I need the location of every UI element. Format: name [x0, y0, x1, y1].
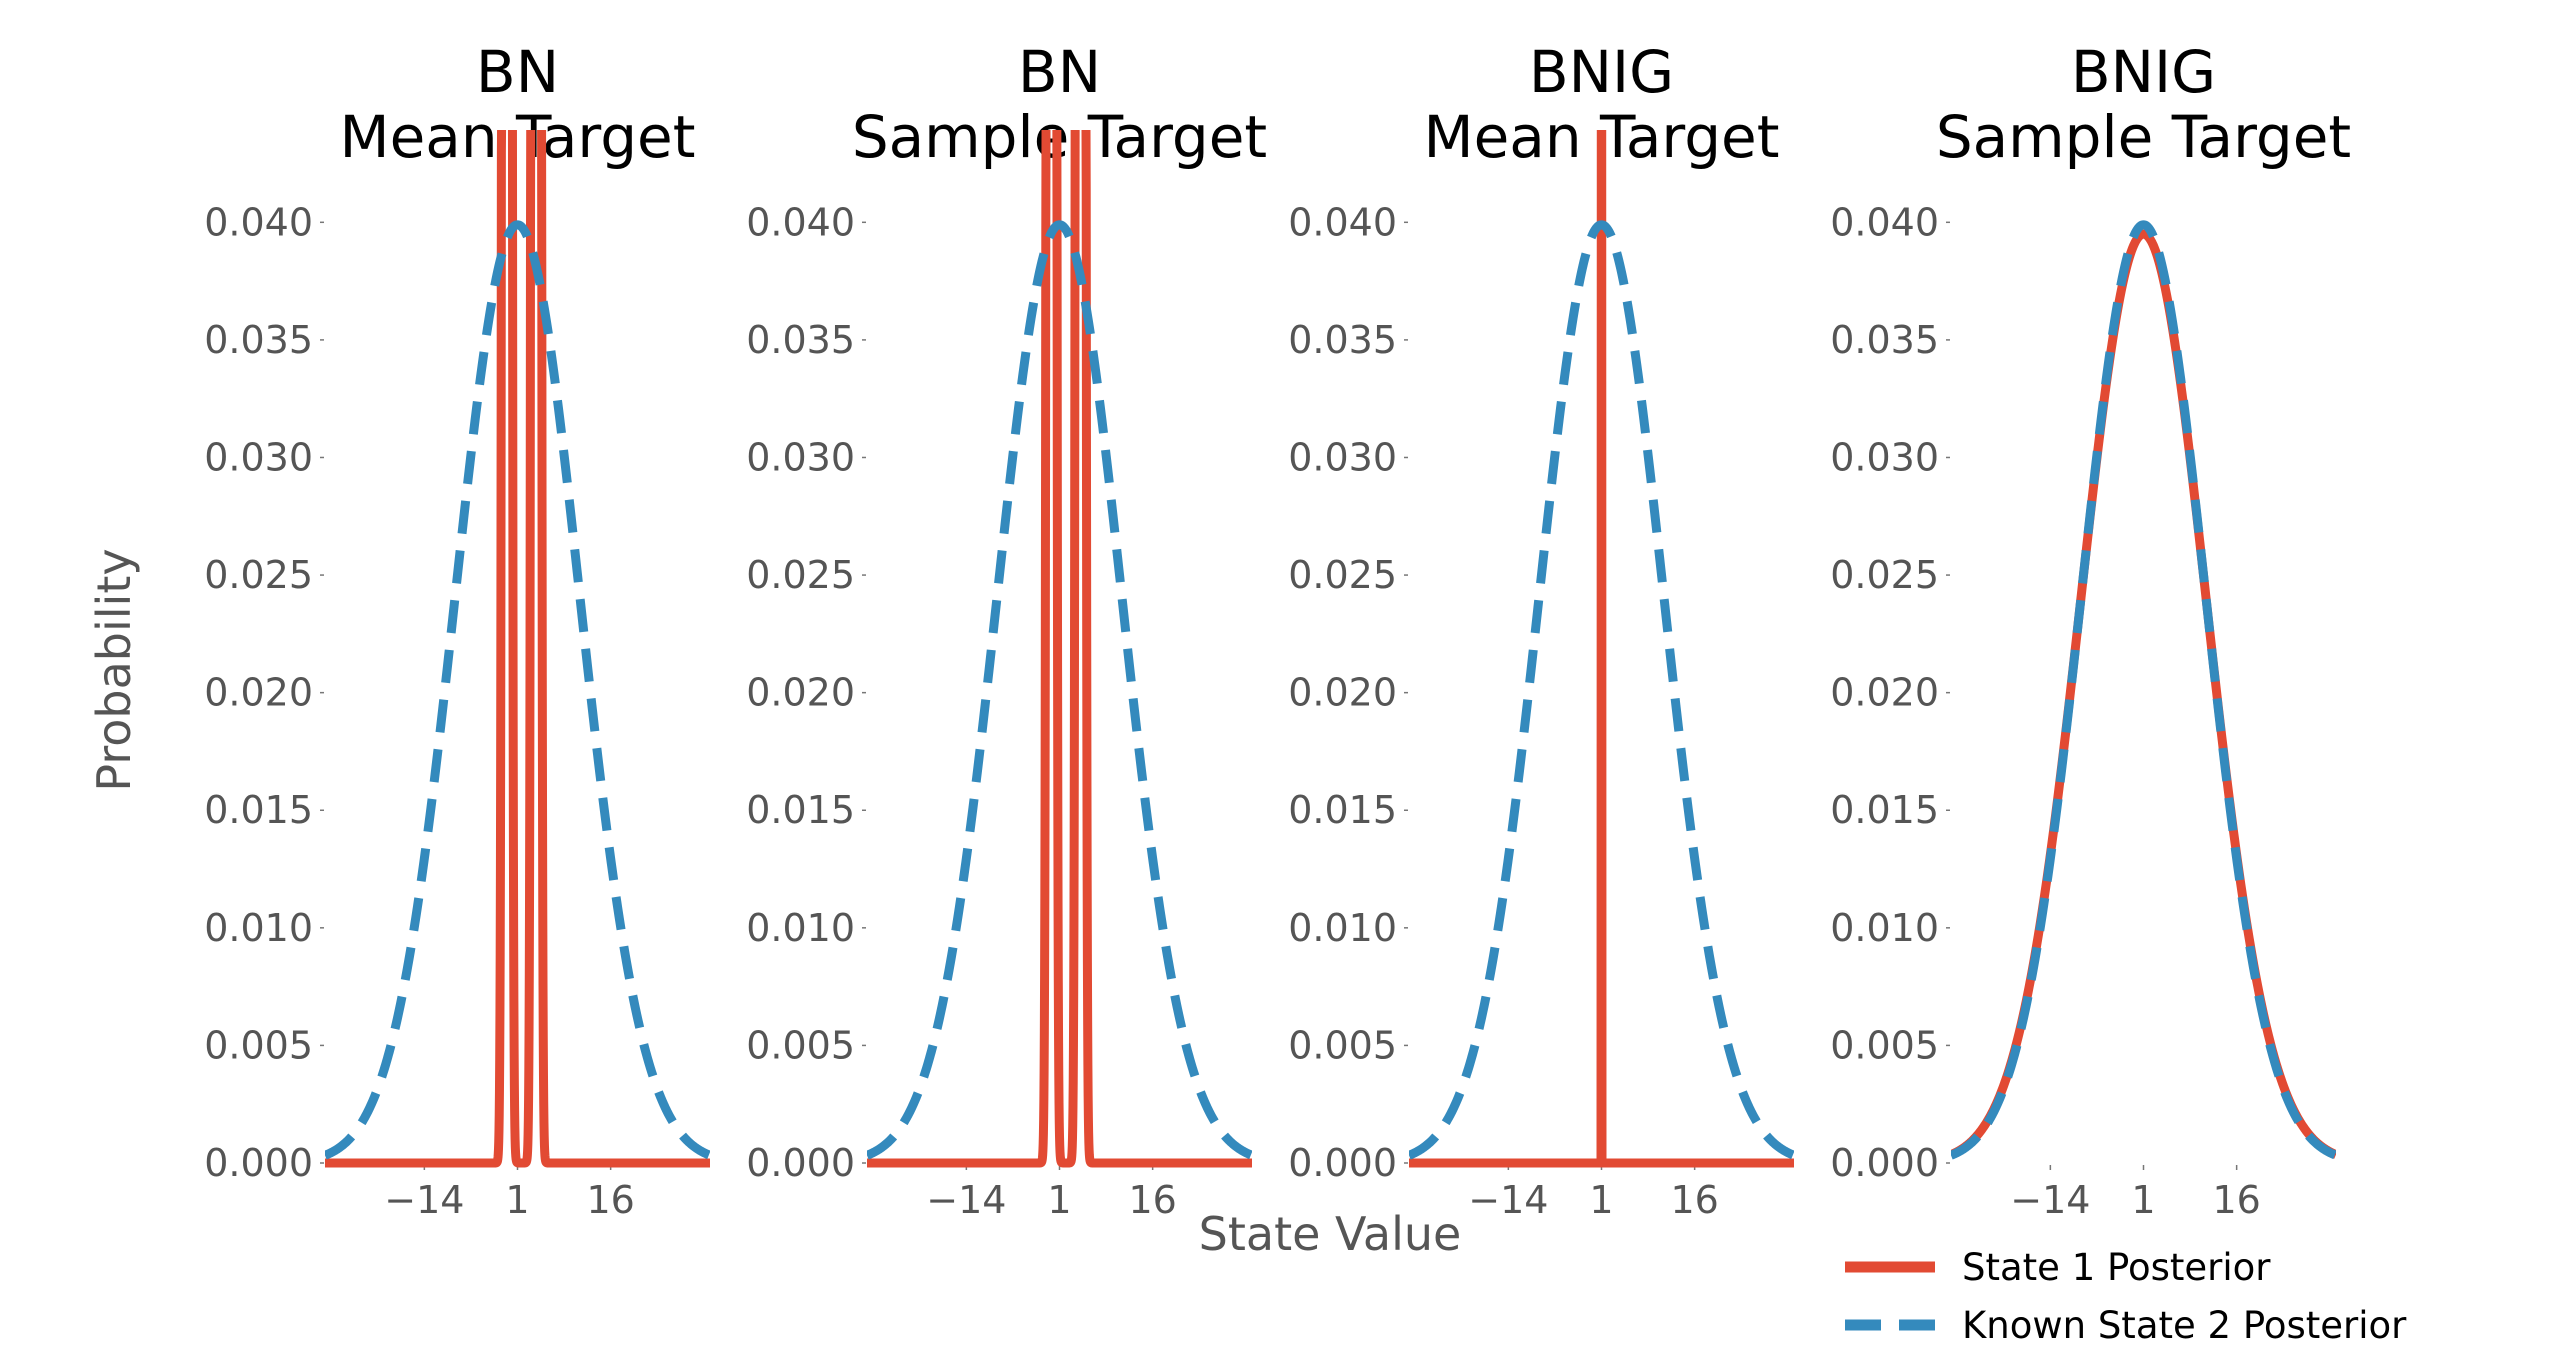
y-tick-label: 0.010 [746, 906, 855, 950]
y-tick-label: 0.015 [1830, 788, 1939, 832]
y-tick-label: 0.010 [204, 906, 313, 950]
y-tick-label: 0.005 [1830, 1023, 1939, 1067]
y-tick-label: 0.000 [204, 1141, 313, 1185]
y-tick-label: 0.030 [1288, 435, 1397, 479]
x-tick-label: 1 [505, 1178, 529, 1222]
y-tick-label: 0.000 [1288, 1141, 1397, 1185]
y-tick-label: 0.035 [1288, 318, 1397, 362]
x-tick-label: 1 [2131, 1178, 2155, 1222]
series-line-known-state-2-posterior [1409, 220, 1794, 1160]
series-line-state-1-posterior [1951, 229, 2336, 1159]
panel-title-line: BNIG [1529, 38, 1674, 106]
y-tick-label: 0.020 [1830, 671, 1939, 715]
y-tick-label: 0.035 [1830, 318, 1939, 362]
x-tick-label: 1 [1047, 1178, 1071, 1222]
series-line-state-1-posterior [1409, 130, 1794, 1168]
y-tick-label: 0.030 [204, 435, 313, 479]
y-tick-label: 0.035 [746, 318, 855, 362]
x-tick-label: 16 [586, 1178, 634, 1222]
y-tick-label: 0.040 [1830, 200, 1939, 244]
y-tick-label: 0.040 [204, 200, 313, 244]
y-tick-label: 0.000 [746, 1141, 855, 1185]
y-tick-label: 0.005 [204, 1023, 313, 1067]
series-line-state-1-posterior [325, 130, 710, 1168]
legend-label-state-2: Known State 2 Posterior [1962, 1304, 2407, 1347]
y-tick-label: 0.030 [746, 435, 855, 479]
legend-label-state-1: State 1 Posterior [1962, 1246, 2271, 1289]
y-tick-label: 0.015 [1288, 788, 1397, 832]
x-tick-label: −14 [926, 1178, 1006, 1222]
y-tick-label: 0.015 [746, 788, 855, 832]
y-tick-label: 0.020 [1288, 671, 1397, 715]
x-tick-label: −14 [1468, 1178, 1548, 1222]
x-tick-label: −14 [384, 1178, 464, 1222]
x-axis-label: State Value [1199, 1207, 1462, 1261]
y-tick-label: 0.030 [1830, 435, 1939, 479]
y-tick-label: 0.025 [204, 553, 313, 597]
y-tick-label: 0.025 [1288, 553, 1397, 597]
x-tick-label: 16 [2212, 1178, 2260, 1222]
y-tick-label: 0.010 [1288, 906, 1397, 950]
series-line-known-state-2-posterior [867, 220, 1252, 1160]
y-tick-label: 0.000 [1830, 1141, 1939, 1185]
panel-title-line: BN [1018, 38, 1101, 106]
y-tick-label: 0.040 [1288, 200, 1397, 244]
y-axis-label: Probability [87, 548, 141, 791]
panel-title-line: BNIG [2071, 38, 2216, 106]
y-tick-label: 0.035 [204, 318, 313, 362]
y-tick-label: 0.005 [746, 1023, 855, 1067]
series-line-state-1-posterior [867, 130, 1252, 1168]
series-line-known-state-2-posterior [1951, 220, 2336, 1160]
x-tick-label: 1 [1589, 1178, 1613, 1222]
y-tick-label: 0.025 [746, 553, 855, 597]
y-tick-label: 0.020 [746, 671, 855, 715]
y-tick-label: 0.020 [204, 671, 313, 715]
y-tick-label: 0.025 [1830, 553, 1939, 597]
x-tick-label: −14 [2010, 1178, 2090, 1222]
y-tick-label: 0.010 [1830, 906, 1939, 950]
panel-title-line: Mean Target [340, 103, 696, 171]
y-tick-label: 0.040 [746, 200, 855, 244]
legend: State 1 Posterior Known State 2 Posterio… [1845, 1246, 2407, 1347]
panel-title-line: BN [476, 38, 559, 106]
panel-title-line: Sample Target [1936, 103, 2351, 171]
y-tick-label: 0.015 [204, 788, 313, 832]
x-tick-label: 16 [1128, 1178, 1176, 1222]
x-tick-label: 16 [1670, 1178, 1718, 1222]
series-line-known-state-2-posterior [325, 220, 710, 1160]
y-tick-label: 0.005 [1288, 1023, 1397, 1067]
